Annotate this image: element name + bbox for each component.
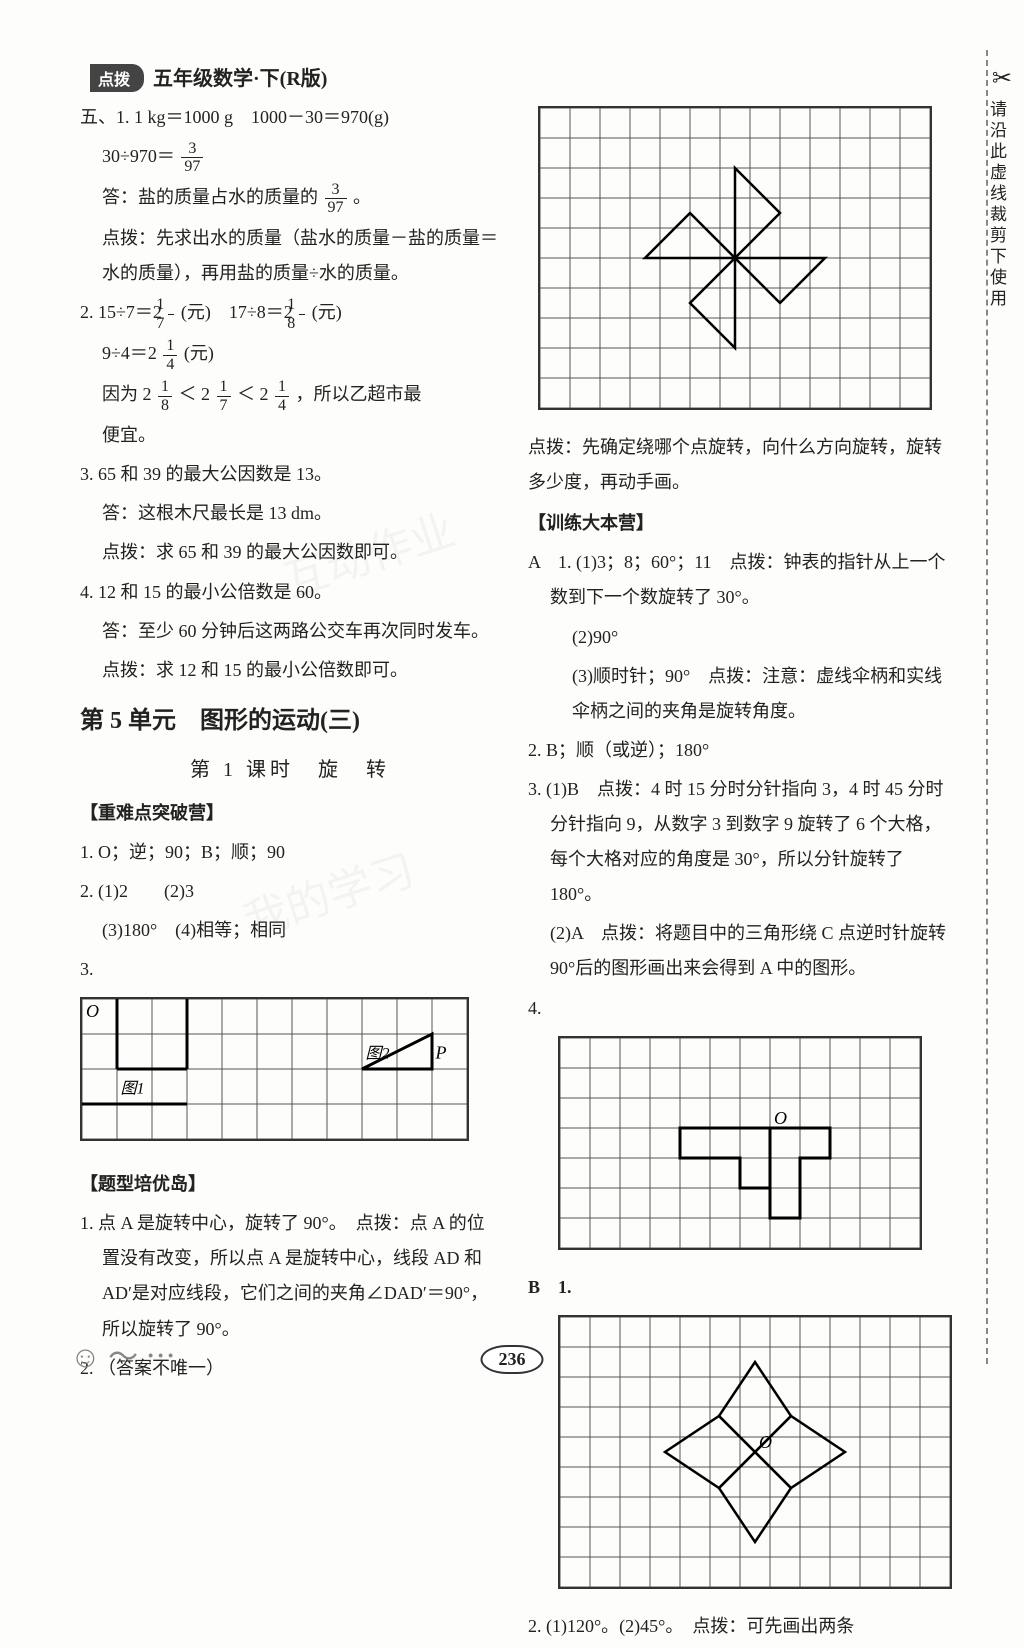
- figure-3-grid: O 图1 图2 P: [80, 997, 469, 1141]
- s1-item2b: (3)180° (4)相等；相同: [80, 913, 500, 948]
- svg-text:图1: 图1: [121, 1081, 145, 1098]
- problem-2-compare: 因为 2 18 ＜ 2 17 ＜ 2 14 ，所以乙超市最: [80, 377, 500, 414]
- header-banner: 点拨: [90, 64, 144, 92]
- problem-5-1-line2: 30÷970＝ 397: [80, 139, 500, 176]
- top-grid-tip: 点拨：先确定绕哪个点旋转，向什么方向旋转，旋转多少度，再动手画。: [528, 430, 948, 500]
- scissors-icon: ✂: [992, 64, 1012, 93]
- figure-4-grid: O: [558, 1036, 922, 1250]
- s1-item2: 2. (1)2 (2)3: [80, 874, 500, 909]
- problem-5-1-answer: 答：盐的质量占水的质量的 397 。: [80, 180, 500, 217]
- problem-4-answer: 答：至少 60 分钟后这两路公交车再次同时发车。: [80, 614, 500, 649]
- svg-text:图2: 图2: [366, 1046, 390, 1063]
- lesson-1-title: 第 1 课时 旋 转: [80, 751, 500, 790]
- a-item4: 4.: [528, 991, 948, 1026]
- right-column: 点拨：先确定绕哪个点旋转，向什么方向旋转，旋转多少度，再动手画。 【训练大本营】…: [528, 100, 948, 1648]
- problem-2-conclusion: 便宜。: [80, 418, 500, 453]
- side-vertical-note: 请沿此虚线裁剪下使用: [988, 100, 1008, 310]
- a-item2: 2. B；顺（或逆）；180°: [528, 733, 948, 768]
- a-item1b: (2)90°: [528, 620, 948, 655]
- s2-item1: 1. 点 A 是旋转中心，旋转了 90°。 点拨：点 A 的位置没有改变，所以点…: [80, 1206, 500, 1346]
- s1-item3: 3.: [80, 952, 500, 987]
- page-number-badge: 236: [481, 1345, 544, 1374]
- a-item3: 3. (1)B 点拨：4 时 15 分时分针指向 3，4 时 45 分时分针指向…: [528, 772, 948, 912]
- page-header: 点拨 五年级数学·下(R版): [90, 62, 327, 92]
- fraction-3-97: 397: [181, 140, 203, 176]
- problem-2-line1: 2. 15÷7＝2 17 (元) 17÷8＝2 18 (元): [80, 295, 500, 332]
- b-head: B 1.: [528, 1270, 948, 1305]
- problem-4: 4. 12 和 15 的最小公倍数是 60。: [80, 575, 500, 610]
- problem-5-1-line1: 五、1. 1 kg＝1000 g 1000－30＝970(g): [80, 100, 500, 135]
- svg-text:P: P: [435, 1043, 447, 1063]
- svg-text:O: O: [86, 1001, 99, 1021]
- section-breakthrough: 【重难点突破营】: [80, 796, 500, 831]
- svg-text:O: O: [774, 1108, 787, 1128]
- section-tixing: 【题型培优岛】: [80, 1167, 500, 1202]
- problem-3: 3. 65 和 39 的最大公因数是 13。: [80, 457, 500, 492]
- a-item3b: (2)A 点拨：将题目中的三角形绕 C 点逆时针旋转 90°后的图形画出来会得到…: [528, 916, 948, 986]
- b-item2: 2. (1)120°。(2)45°。 点拨：可先画出两条: [528, 1609, 948, 1644]
- problem-4-tip: 点拨：求 12 和 15 的最小公倍数即可。: [80, 653, 500, 688]
- s1-item1: 1. O；逆；90；B；顺；90: [80, 835, 500, 870]
- left-column: 五、1. 1 kg＝1000 g 1000－30＝970(g) 30÷970＝ …: [80, 100, 500, 1648]
- section-training: 【训练大本营】: [528, 506, 948, 541]
- svg-text:O: O: [759, 1432, 772, 1452]
- figure-b1-grid: O: [558, 1315, 952, 1589]
- problem-2-line2: 9÷4＝2 14 (元): [80, 336, 500, 373]
- problem-3-answer: 答：这根木尺最长是 13 dm。: [80, 496, 500, 531]
- problem-3-tip: 点拨：求 65 和 39 的最大公因数即可。: [80, 535, 500, 570]
- a-item1c: (3)顺时针；90° 点拨：注意：虚线伞柄和实线伞柄之间的夹角是旋转角度。: [528, 659, 948, 729]
- corner-doodle-icon: ☺ ～ ⋯: [70, 1332, 176, 1376]
- header-title: 五年级数学·下(R版): [153, 68, 327, 90]
- problem-5-1-tip: 点拨：先求出水的质量（盐水的质量－盐的质量＝水的质量），再用盐的质量÷水的质量。: [80, 221, 500, 291]
- figure-top-grid: [538, 106, 932, 410]
- a-item1: A 1. (1)3；8；60°；11 点拨：钟表的指针从上一个数到下一个数旋转了…: [528, 545, 948, 615]
- unit-5-title: 第 5 单元 图形的运动(三): [80, 698, 500, 745]
